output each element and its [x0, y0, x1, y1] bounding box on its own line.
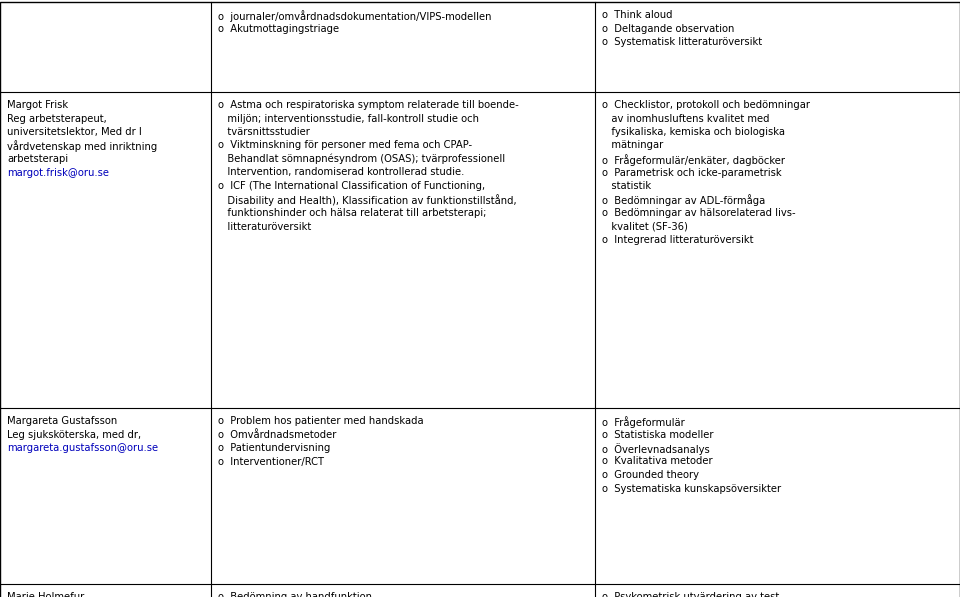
Text: o  Kvalitativa metoder: o Kvalitativa metoder — [602, 457, 712, 466]
Text: o  Frågeformulär/enkäter, dagböcker: o Frågeformulär/enkäter, dagböcker — [602, 154, 785, 166]
Text: miljön; interventionsstudie, fall-kontroll studie och: miljön; interventionsstudie, fall-kontro… — [218, 113, 479, 124]
Text: funktionshinder och hälsa relaterat till arbetsterapi;: funktionshinder och hälsa relaterat till… — [218, 208, 487, 218]
Text: Behandlat sömnapnésyndrom (OSAS); tvärprofessionell: Behandlat sömnapnésyndrom (OSAS); tvärpr… — [218, 154, 505, 165]
Text: Intervention, randomiserad kontrollerad studie.: Intervention, randomiserad kontrollerad … — [218, 168, 465, 177]
Text: arbetsterapi: arbetsterapi — [7, 154, 68, 164]
Text: o  Problem hos patienter med handskada: o Problem hos patienter med handskada — [218, 416, 423, 426]
Text: o  Deltagande observation: o Deltagande observation — [602, 23, 734, 33]
Text: margot.frisk@oru.se: margot.frisk@oru.se — [7, 168, 109, 177]
Text: o  Bedömningar av ADL-förmåga: o Bedömningar av ADL-förmåga — [602, 195, 765, 207]
Text: o  Astma och respiratoriska symptom relaterade till boende-: o Astma och respiratoriska symptom relat… — [218, 100, 518, 110]
Text: o  Systematisk litteraturöversikt: o Systematisk litteraturöversikt — [602, 37, 762, 47]
Text: o  Bedömningar av hälsorelaterad livs-: o Bedömningar av hälsorelaterad livs- — [602, 208, 796, 218]
Text: Leg sjuksköterska, med dr,: Leg sjuksköterska, med dr, — [7, 429, 141, 439]
Text: vårdvetenskap med inriktning: vårdvetenskap med inriktning — [7, 140, 157, 152]
Text: o  ICF (The International Classification of Functioning,: o ICF (The International Classification … — [218, 181, 485, 191]
Text: o  Akutmottagingstriage: o Akutmottagingstriage — [218, 23, 339, 33]
Text: statistik: statistik — [602, 181, 651, 191]
Text: o  journaler/omvårdnadsdokumentation/VIPS-modellen: o journaler/omvårdnadsdokumentation/VIPS… — [218, 10, 492, 22]
Text: litteraturöversikt: litteraturöversikt — [218, 221, 311, 232]
Text: o  Viktminskning för personer med fema och CPAP-: o Viktminskning för personer med fema oc… — [218, 140, 472, 150]
Text: universitetslektor, Med dr I: universitetslektor, Med dr I — [7, 127, 142, 137]
Text: kvalitet (SF-36): kvalitet (SF-36) — [602, 221, 688, 232]
Text: Margareta Gustafsson: Margareta Gustafsson — [7, 416, 117, 426]
Text: o  Omvårdnadsmetoder: o Omvårdnadsmetoder — [218, 429, 336, 439]
Text: o  Grounded theory: o Grounded theory — [602, 470, 699, 480]
Text: o  Bedömning av handfunktion: o Bedömning av handfunktion — [218, 592, 372, 597]
Text: o  Frågeformulär: o Frågeformulär — [602, 416, 684, 428]
Text: o  Parametrisk och icke-parametrisk: o Parametrisk och icke-parametrisk — [602, 168, 781, 177]
Text: o  Överlevnadsanalys: o Överlevnadsanalys — [602, 443, 709, 455]
Text: av inomhusluftens kvalitet med: av inomhusluftens kvalitet med — [602, 113, 770, 124]
Text: o  Statistiska modeller: o Statistiska modeller — [602, 429, 713, 439]
Text: Reg arbetsterapeut,: Reg arbetsterapeut, — [7, 113, 107, 124]
Text: o  Systematiska kunskapsöversikter: o Systematiska kunskapsöversikter — [602, 484, 781, 494]
Text: Disability and Health), Klassification av funktionstillstånd,: Disability and Health), Klassification a… — [218, 195, 516, 207]
Text: o  Think aloud: o Think aloud — [602, 10, 673, 20]
Text: o  Psykometrisk utvärdering av test: o Psykometrisk utvärdering av test — [602, 592, 780, 597]
Text: tvärsnittsstudier: tvärsnittsstudier — [218, 127, 310, 137]
Text: Margot Frisk: Margot Frisk — [7, 100, 68, 110]
Text: margareta.gustafsson@oru.se: margareta.gustafsson@oru.se — [7, 443, 158, 453]
Text: mätningar: mätningar — [602, 140, 663, 150]
Text: fysikaliska, kemiska och biologiska: fysikaliska, kemiska och biologiska — [602, 127, 785, 137]
Text: o  Checklistor, protokoll och bedömningar: o Checklistor, protokoll och bedömningar — [602, 100, 810, 110]
Text: o  Patientundervisning: o Patientundervisning — [218, 443, 330, 453]
Text: o  Interventioner/RCT: o Interventioner/RCT — [218, 457, 324, 466]
Text: Marie Holmefur: Marie Holmefur — [7, 592, 84, 597]
Text: o  Integrerad litteraturöversikt: o Integrerad litteraturöversikt — [602, 235, 754, 245]
